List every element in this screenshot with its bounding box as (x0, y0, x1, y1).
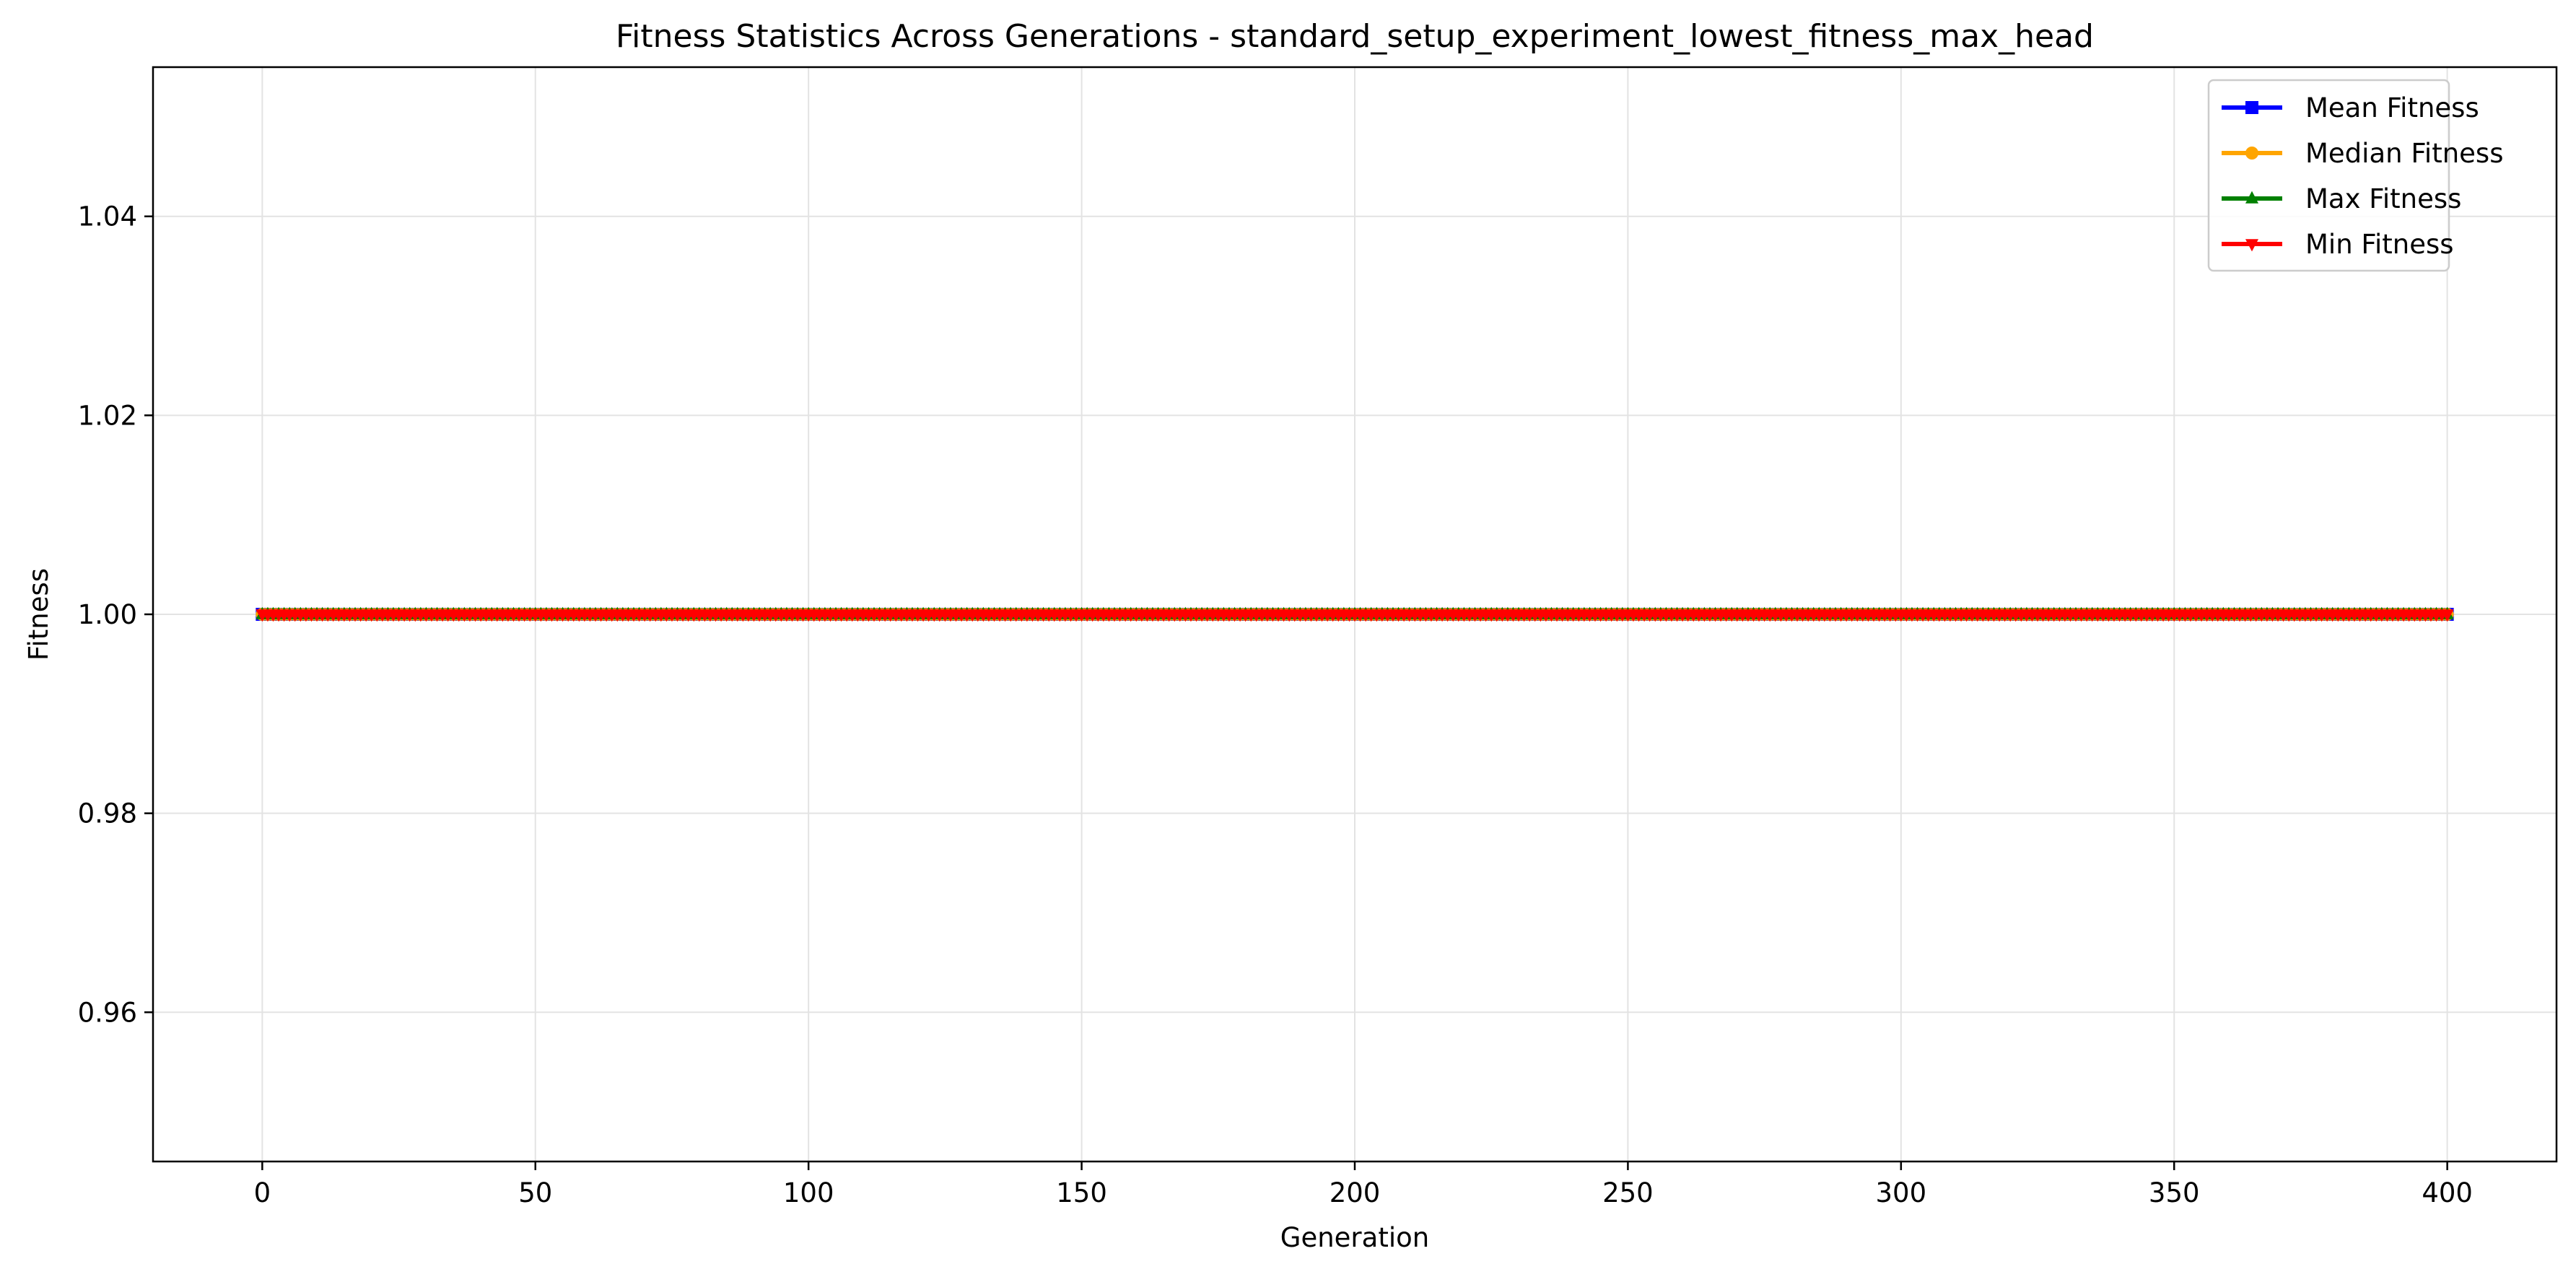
x-axis-label: Generation (1280, 1222, 1429, 1253)
legend-label: Max Fitness (2305, 183, 2461, 214)
x-tick-label: 300 (1876, 1177, 1927, 1208)
axis-ticks: 0 50 100 150 200 250 300 350 400 0.96 0.98 1.00 1.02… (78, 201, 2473, 1208)
legend-marker (2245, 147, 2258, 160)
legend-item-min-fitness: Min Fitness (2222, 229, 2454, 260)
y-tick-label: 0.98 (78, 798, 137, 829)
x-tick-label: 350 (2149, 1177, 2200, 1208)
legend-marker (2245, 191, 2258, 204)
x-tick-label: 50 (518, 1177, 552, 1208)
y-axis-label: Fitness (23, 568, 54, 661)
legend: Mean Fitness Median Fitness Max Fitness Min… (2207, 79, 2503, 272)
legend-item-median-fitness: Median Fitness (2222, 138, 2503, 169)
series-min-fitness (256, 609, 2454, 622)
y-tick-label: 1.00 (78, 599, 137, 630)
series-lines (256, 606, 2454, 622)
x-tick-label: 100 (783, 1177, 834, 1208)
x-tick-label: 250 (1602, 1177, 1654, 1208)
legend-item-max-fitness: Max Fitness (2222, 183, 2461, 214)
x-tick-label: 0 (254, 1177, 271, 1208)
legend-marker (2245, 239, 2258, 252)
x-tick-label: 150 (1056, 1177, 1107, 1208)
y-tick-label: 0.96 (78, 997, 137, 1028)
min-fitness-point (2440, 609, 2454, 622)
x-tick-label: 400 (2422, 1177, 2473, 1208)
legend-item-mean-fitness: Mean Fitness (2222, 92, 2479, 123)
legend-label: Min Fitness (2305, 229, 2454, 260)
chart-title: Fitness Statistics Across Generations - … (616, 18, 2094, 55)
x-tick-label: 200 (1330, 1177, 1381, 1208)
y-tick-label: 1.02 (78, 400, 137, 431)
legend-label: Median Fitness (2305, 138, 2503, 169)
legend-box (2207, 79, 2450, 272)
legend-label: Mean Fitness (2305, 92, 2479, 123)
legend-marker (2245, 101, 2258, 114)
y-tick-label: 1.04 (78, 201, 137, 232)
